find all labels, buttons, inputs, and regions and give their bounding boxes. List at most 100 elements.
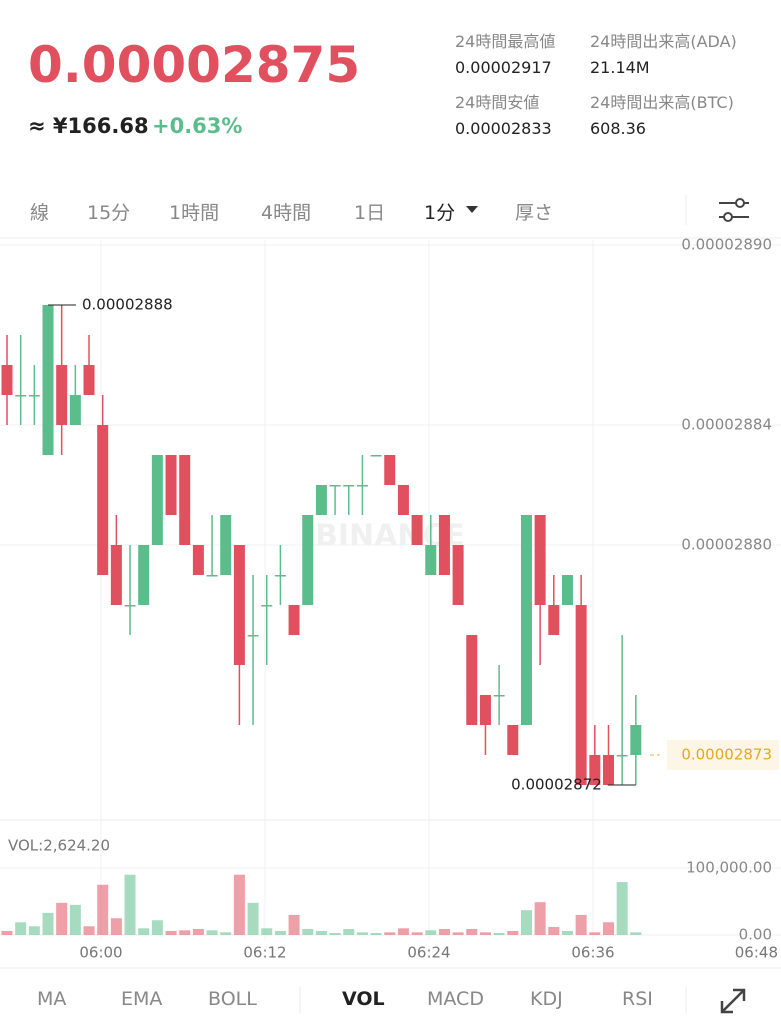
candle-body [602, 755, 614, 785]
volume-bar [206, 930, 218, 935]
candle-body [206, 575, 218, 577]
volume-bar [589, 932, 601, 935]
candle-body [124, 605, 136, 607]
candle-body [575, 605, 587, 785]
volume-bar [329, 932, 341, 935]
indicator-tab[interactable]: RSI [622, 988, 653, 1010]
indicator-tab[interactable]: EMA [121, 988, 163, 1010]
stat-label: 24時間安値 [455, 93, 540, 112]
volume-bar [1, 930, 13, 935]
last-price-label: 0.00002873 [681, 746, 772, 764]
y-tick-label: 100,000.00 [686, 859, 772, 877]
volume-bar [165, 930, 177, 935]
candle-body [315, 485, 327, 515]
candle-body [179, 455, 191, 545]
y-tick-label: 0.00 [739, 926, 772, 944]
change: +0.63% [152, 114, 243, 138]
candle-body [165, 455, 177, 515]
volume-bar [370, 932, 382, 935]
candle-body [97, 425, 109, 575]
tab[interactable]: 15分 [87, 202, 131, 224]
tab[interactable]: 1日 [354, 202, 386, 224]
x-tick-label: 06:36 [571, 944, 614, 962]
x-tick-label: 06:48 [735, 944, 778, 962]
candle-body [384, 455, 396, 485]
volume-bar [56, 902, 68, 935]
indicator-tab[interactable]: MACD [427, 988, 484, 1010]
y-tick-label: 0.00002880 [681, 536, 772, 554]
volume-bar [233, 874, 245, 935]
volume-bar [97, 884, 109, 935]
volume-bar [356, 932, 368, 935]
tab[interactable]: 厚さ [515, 202, 554, 224]
indicator-tab[interactable]: BOLL [208, 988, 257, 1010]
last-price-tag [667, 740, 779, 770]
volume-bar [343, 928, 355, 935]
candle-body [630, 725, 642, 755]
watermark: BINANCE [315, 519, 465, 554]
candle-body [151, 455, 163, 545]
tab[interactable]: 4時間 [261, 202, 312, 224]
candle-body [274, 575, 286, 577]
stat-value: 0.00002917 [455, 58, 552, 77]
stat-label: 24時間出来高(BTC) [590, 93, 734, 112]
candle-body [493, 695, 505, 697]
candle-body [69, 395, 81, 425]
volume-bar [288, 914, 300, 935]
volume-bar [602, 922, 614, 935]
candle-body [28, 395, 40, 397]
candle-body [261, 605, 273, 607]
volume-bar [138, 928, 150, 935]
candle-body [15, 395, 27, 397]
volume-bar [28, 926, 40, 935]
volume-bar [616, 882, 628, 935]
volume-bar [151, 920, 163, 935]
volume-bar [261, 928, 273, 935]
candle-body [438, 515, 450, 575]
volume-bar [493, 932, 505, 935]
candle-body [302, 515, 314, 605]
candle-body [288, 605, 300, 635]
candle-body [110, 545, 122, 605]
tab[interactable]: 1時間 [169, 202, 220, 224]
candle-body [343, 485, 355, 487]
indicator-tab[interactable]: MA [37, 988, 67, 1010]
volume-bar [302, 928, 314, 935]
candle-body [233, 545, 245, 665]
settings-icon[interactable] [719, 198, 749, 222]
candle-body [1, 365, 13, 395]
volume-bar [520, 910, 532, 935]
fiat-price: ≈ ¥166.68 [28, 114, 149, 138]
volume-bar [438, 928, 450, 935]
volume-label: VOL:2,624.20 [8, 837, 110, 855]
indicator-tab[interactable]: KDJ [530, 988, 563, 1010]
volume-bar [247, 902, 259, 935]
volume-bar [397, 928, 409, 935]
candle-body [534, 515, 546, 605]
indicator-tab-active[interactable]: VOL [342, 988, 385, 1010]
stat-value: 21.14M [590, 58, 650, 77]
candle-body [479, 695, 491, 725]
volume-bar [220, 932, 232, 935]
candle-body [192, 545, 204, 575]
y-tick-label: 0.00002884 [681, 416, 772, 434]
expand-icon[interactable] [720, 988, 746, 1014]
volume-bar [466, 928, 478, 935]
candle-body [520, 515, 532, 725]
candle-body [507, 725, 519, 755]
volume-bar [315, 930, 327, 935]
x-tick-label: 06:24 [407, 944, 450, 962]
candle-body [370, 455, 382, 457]
stat-label: 24時間出来高(ADA) [590, 32, 737, 51]
tab[interactable]: 線 [30, 202, 50, 224]
tab-active[interactable]: 1分 [424, 202, 456, 224]
stat-value: 0.00002833 [455, 119, 552, 138]
stat-label: 24時間最高値 [455, 32, 556, 51]
candle-body [548, 605, 560, 635]
volume-bar [561, 930, 573, 935]
volume-bar [124, 874, 136, 935]
candle-body [138, 545, 150, 605]
y-tick-label: 0.00002890 [681, 236, 772, 254]
